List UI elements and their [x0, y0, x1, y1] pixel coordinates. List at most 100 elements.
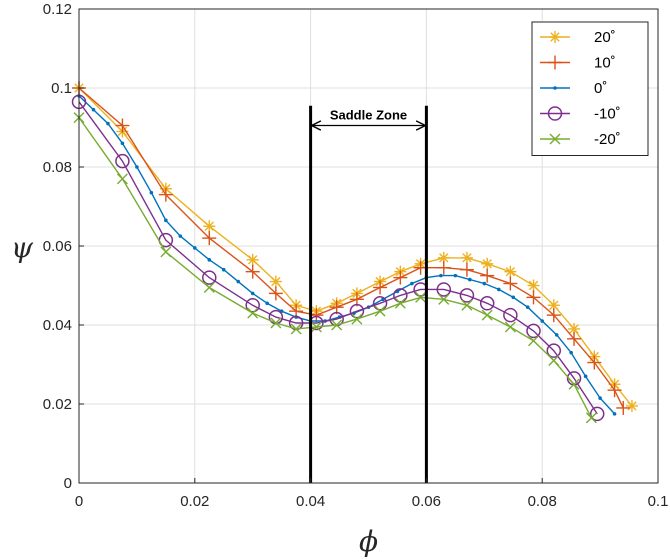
series-4 [73, 112, 597, 424]
data-point [373, 280, 388, 295]
y-axis-label: ψ [11, 231, 34, 264]
data-point [482, 281, 487, 286]
y-tick-label: 0.06 [43, 238, 72, 255]
legend-entry-2: 0˚ [540, 80, 607, 97]
y-tick-label: 0.02 [43, 396, 72, 413]
data-point [245, 298, 260, 313]
legend-label: 20˚ [594, 29, 616, 46]
legend: 20˚ 10˚ 0˚ -10˚ -20˚ [531, 21, 649, 156]
y-tick-label: 0.12 [43, 1, 72, 18]
data-point [548, 355, 560, 367]
legend-label: -10˚ [594, 106, 621, 123]
data-point [351, 313, 363, 325]
data-point [149, 190, 154, 195]
data-point [393, 270, 408, 285]
data-point [349, 303, 365, 319]
data-point [106, 121, 110, 126]
x-tick-label: 0.06 [412, 493, 441, 510]
data-point [439, 273, 443, 278]
data-point [115, 153, 130, 169]
data-point [459, 288, 475, 303]
x-tick-label: 0.1 [648, 493, 669, 510]
y-tick-label: 0.1 [51, 80, 72, 97]
data-point [158, 187, 173, 202]
data-point [616, 400, 631, 415]
x-tick-label: 0.04 [296, 493, 325, 510]
data-point [526, 323, 541, 339]
data-point [438, 293, 450, 305]
series-3 [71, 94, 605, 422]
x-tick-label: 0.08 [528, 493, 557, 510]
data-point [120, 141, 125, 146]
legend-entry-1: 10˚ [540, 55, 616, 72]
data-point [553, 86, 557, 90]
data-point [160, 246, 172, 258]
data-point [236, 279, 241, 284]
data-point [548, 55, 562, 70]
data-point [374, 305, 386, 317]
data-point [587, 355, 602, 370]
data-point [511, 295, 516, 300]
series-line [78, 101, 598, 415]
data-point [480, 268, 495, 283]
data-point [546, 343, 562, 358]
tick-labels: 0 0.02 0.04 0.06 0.08 0.1 0 0.02 0.04 0.06 0.08 0.1… [43, 1, 669, 510]
data-point [290, 323, 302, 335]
data-point [268, 286, 283, 301]
data-point [481, 257, 494, 270]
data-point [585, 412, 597, 424]
data-point [91, 107, 96, 112]
data-point [567, 331, 582, 346]
data-point [310, 321, 322, 333]
data-point [460, 251, 473, 264]
data-point [598, 396, 602, 400]
data-point [265, 301, 269, 306]
data-point [540, 319, 544, 323]
legend-label: 10˚ [594, 55, 616, 72]
series-group [71, 81, 638, 424]
y-tick-label: 0 [64, 475, 72, 492]
data-point [202, 270, 217, 285]
data-point [479, 296, 495, 311]
data-point [503, 307, 518, 323]
data-point [527, 279, 540, 292]
x-tick-label: 0 [75, 493, 83, 510]
data-point [164, 218, 168, 223]
data-point [549, 133, 561, 145]
data-point [546, 308, 561, 323]
data-point [481, 309, 493, 321]
data-point [612, 412, 617, 416]
data-point [526, 290, 541, 305]
y-tick-label: 0.08 [43, 159, 72, 176]
data-point [193, 246, 197, 250]
data-point [135, 165, 139, 169]
saddle-zone-annotation: Saddle Zone [309, 105, 428, 483]
data-point [178, 234, 183, 238]
data-point [554, 333, 559, 337]
legend-label: 0˚ [594, 80, 607, 97]
data-point [202, 231, 217, 246]
saddle-zone-label: Saddle Zone [330, 108, 407, 123]
data-point [115, 118, 130, 133]
data-point [331, 319, 343, 331]
data-point [250, 291, 255, 296]
data-point [203, 281, 215, 293]
legend-entry-0: 20˚ [540, 29, 616, 46]
data-point [583, 374, 588, 379]
legend-label: -20˚ [594, 131, 621, 148]
data-point [245, 264, 260, 279]
legend-entry-4: -20˚ [540, 131, 621, 148]
x-axis-label: ϕ [359, 525, 378, 558]
data-point [607, 383, 622, 398]
legend-box [531, 21, 649, 156]
data-point [410, 281, 414, 286]
data-point [568, 378, 580, 390]
data-point [372, 296, 388, 311]
data-point [625, 399, 638, 412]
data-point [394, 297, 406, 309]
data-point [269, 275, 282, 288]
data-point [203, 220, 216, 233]
data-point [436, 282, 452, 297]
data-point [221, 267, 226, 272]
